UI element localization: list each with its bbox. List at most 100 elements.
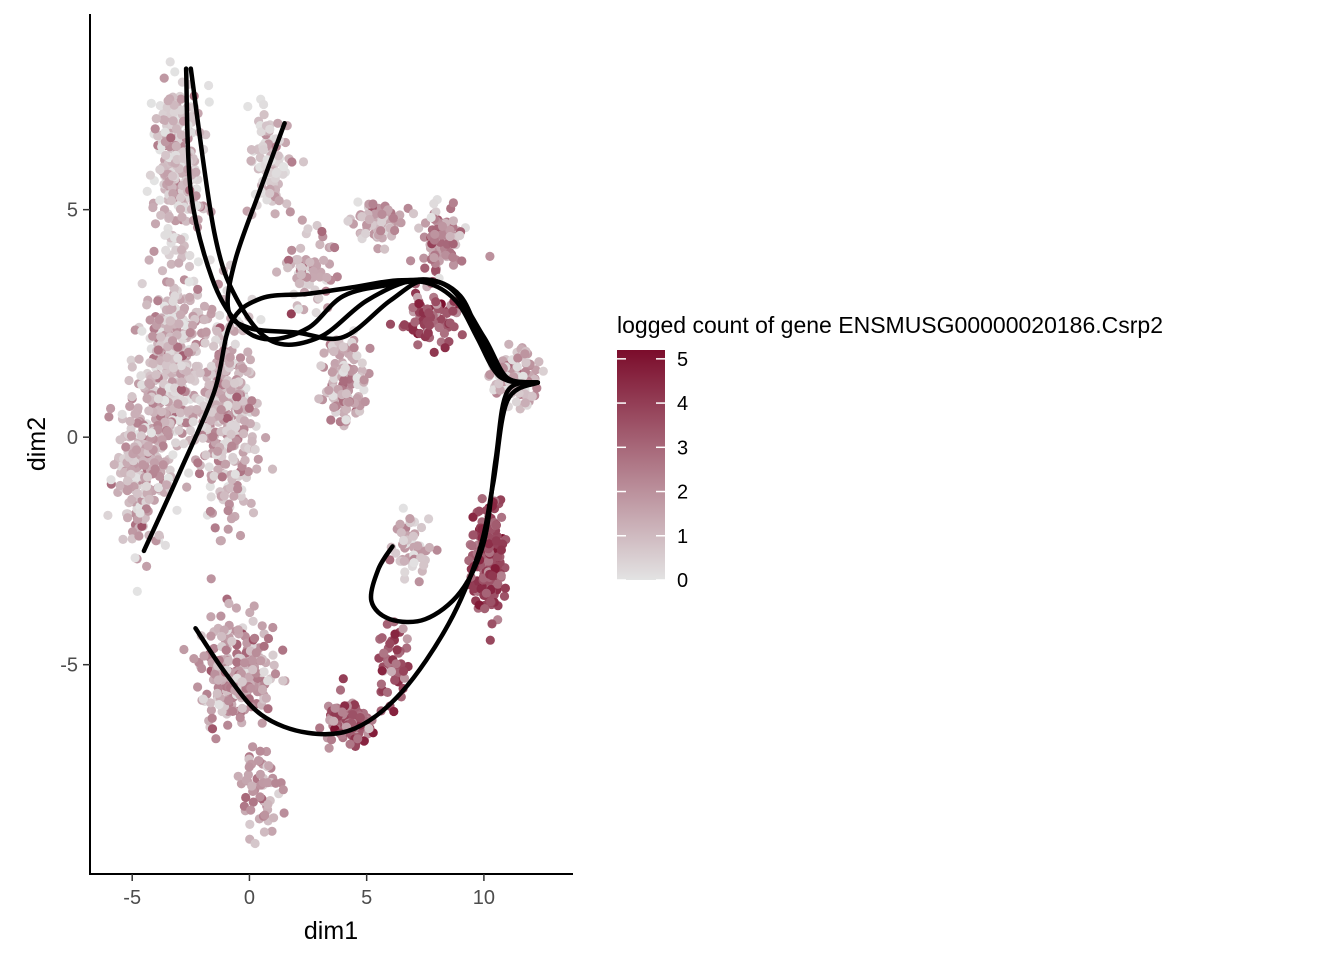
data-point bbox=[485, 370, 495, 380]
data-point bbox=[298, 157, 309, 167]
color-legend: logged count of gene ENSMUSG00000020186.… bbox=[617, 312, 1163, 592]
data-point bbox=[364, 723, 374, 734]
data-point bbox=[296, 243, 306, 253]
data-point bbox=[315, 239, 325, 250]
data-point bbox=[106, 403, 116, 414]
data-point bbox=[209, 471, 219, 481]
data-point bbox=[359, 375, 369, 385]
data-point bbox=[448, 252, 458, 262]
data-point bbox=[177, 377, 187, 387]
data-point bbox=[255, 792, 265, 802]
data-point bbox=[175, 408, 186, 418]
data-point bbox=[162, 229, 172, 239]
data-point bbox=[115, 480, 125, 491]
data-point bbox=[204, 97, 214, 107]
data-point bbox=[402, 634, 412, 644]
data-point bbox=[163, 323, 173, 333]
data-point bbox=[274, 196, 284, 206]
data-point bbox=[126, 431, 137, 441]
data-point bbox=[155, 195, 165, 205]
data-point bbox=[355, 713, 365, 723]
data-point bbox=[130, 553, 140, 563]
data-point bbox=[175, 310, 186, 320]
data-point bbox=[173, 353, 183, 363]
data-point bbox=[198, 433, 208, 443]
data-point bbox=[145, 315, 155, 325]
data-point bbox=[429, 253, 439, 263]
data-point bbox=[130, 409, 140, 419]
data-point bbox=[162, 426, 172, 436]
data-point bbox=[231, 603, 241, 613]
data-point bbox=[201, 327, 211, 337]
data-point bbox=[467, 541, 477, 551]
data-point bbox=[207, 724, 218, 734]
data-point bbox=[185, 328, 195, 338]
data-point bbox=[243, 101, 253, 112]
data-point bbox=[244, 403, 254, 413]
data-point bbox=[232, 392, 242, 402]
data-point bbox=[477, 494, 487, 504]
data-point bbox=[259, 641, 269, 651]
data-point bbox=[385, 639, 395, 649]
data-point bbox=[173, 342, 183, 352]
data-point bbox=[244, 762, 254, 772]
data-point bbox=[257, 718, 267, 728]
data-point bbox=[487, 619, 497, 629]
data-point bbox=[261, 693, 271, 703]
data-point bbox=[287, 157, 297, 167]
data-point bbox=[377, 217, 387, 227]
data-point bbox=[326, 415, 336, 425]
data-point bbox=[352, 373, 362, 383]
data-point bbox=[223, 400, 233, 410]
data-point bbox=[185, 292, 195, 302]
data-point bbox=[265, 188, 275, 198]
data-point bbox=[142, 561, 152, 572]
data-point bbox=[314, 293, 324, 303]
data-point bbox=[399, 556, 409, 566]
data-point bbox=[227, 441, 237, 451]
data-point bbox=[245, 819, 255, 830]
data-point bbox=[148, 202, 158, 213]
data-point bbox=[485, 251, 495, 261]
data-point bbox=[228, 706, 238, 717]
data-point bbox=[165, 305, 175, 315]
data-point bbox=[283, 263, 293, 273]
data-point bbox=[118, 534, 128, 545]
data-point bbox=[151, 370, 161, 380]
data-point bbox=[195, 368, 205, 378]
data-point bbox=[360, 397, 370, 407]
data-point bbox=[256, 656, 266, 666]
data-point bbox=[445, 318, 455, 328]
data-point bbox=[287, 245, 297, 255]
data-point bbox=[322, 272, 332, 283]
data-point bbox=[338, 674, 348, 684]
data-point bbox=[315, 723, 325, 733]
data-point bbox=[448, 306, 458, 316]
data-point bbox=[137, 279, 147, 289]
data-point bbox=[344, 397, 354, 407]
x-tick-label: 10 bbox=[473, 887, 495, 909]
data-point bbox=[316, 361, 326, 371]
data-point bbox=[361, 228, 371, 239]
data-point bbox=[106, 475, 116, 485]
data-point bbox=[214, 700, 224, 710]
data-point bbox=[385, 555, 395, 565]
data-point bbox=[414, 577, 424, 587]
data-point bbox=[127, 392, 137, 402]
data-point bbox=[496, 571, 506, 581]
legend-tick-label: 0 bbox=[677, 570, 688, 592]
y-axis-title: dim2 bbox=[23, 417, 51, 471]
data-point bbox=[260, 810, 270, 820]
data-point bbox=[142, 300, 152, 310]
data-point bbox=[364, 214, 374, 225]
data-point bbox=[248, 508, 259, 518]
data-point bbox=[330, 703, 340, 713]
data-point bbox=[305, 257, 315, 267]
data-point bbox=[212, 326, 222, 336]
data-point bbox=[179, 303, 190, 313]
data-point bbox=[269, 813, 279, 823]
data-point bbox=[153, 345, 163, 355]
data-point bbox=[127, 362, 137, 372]
data-point bbox=[161, 480, 172, 490]
